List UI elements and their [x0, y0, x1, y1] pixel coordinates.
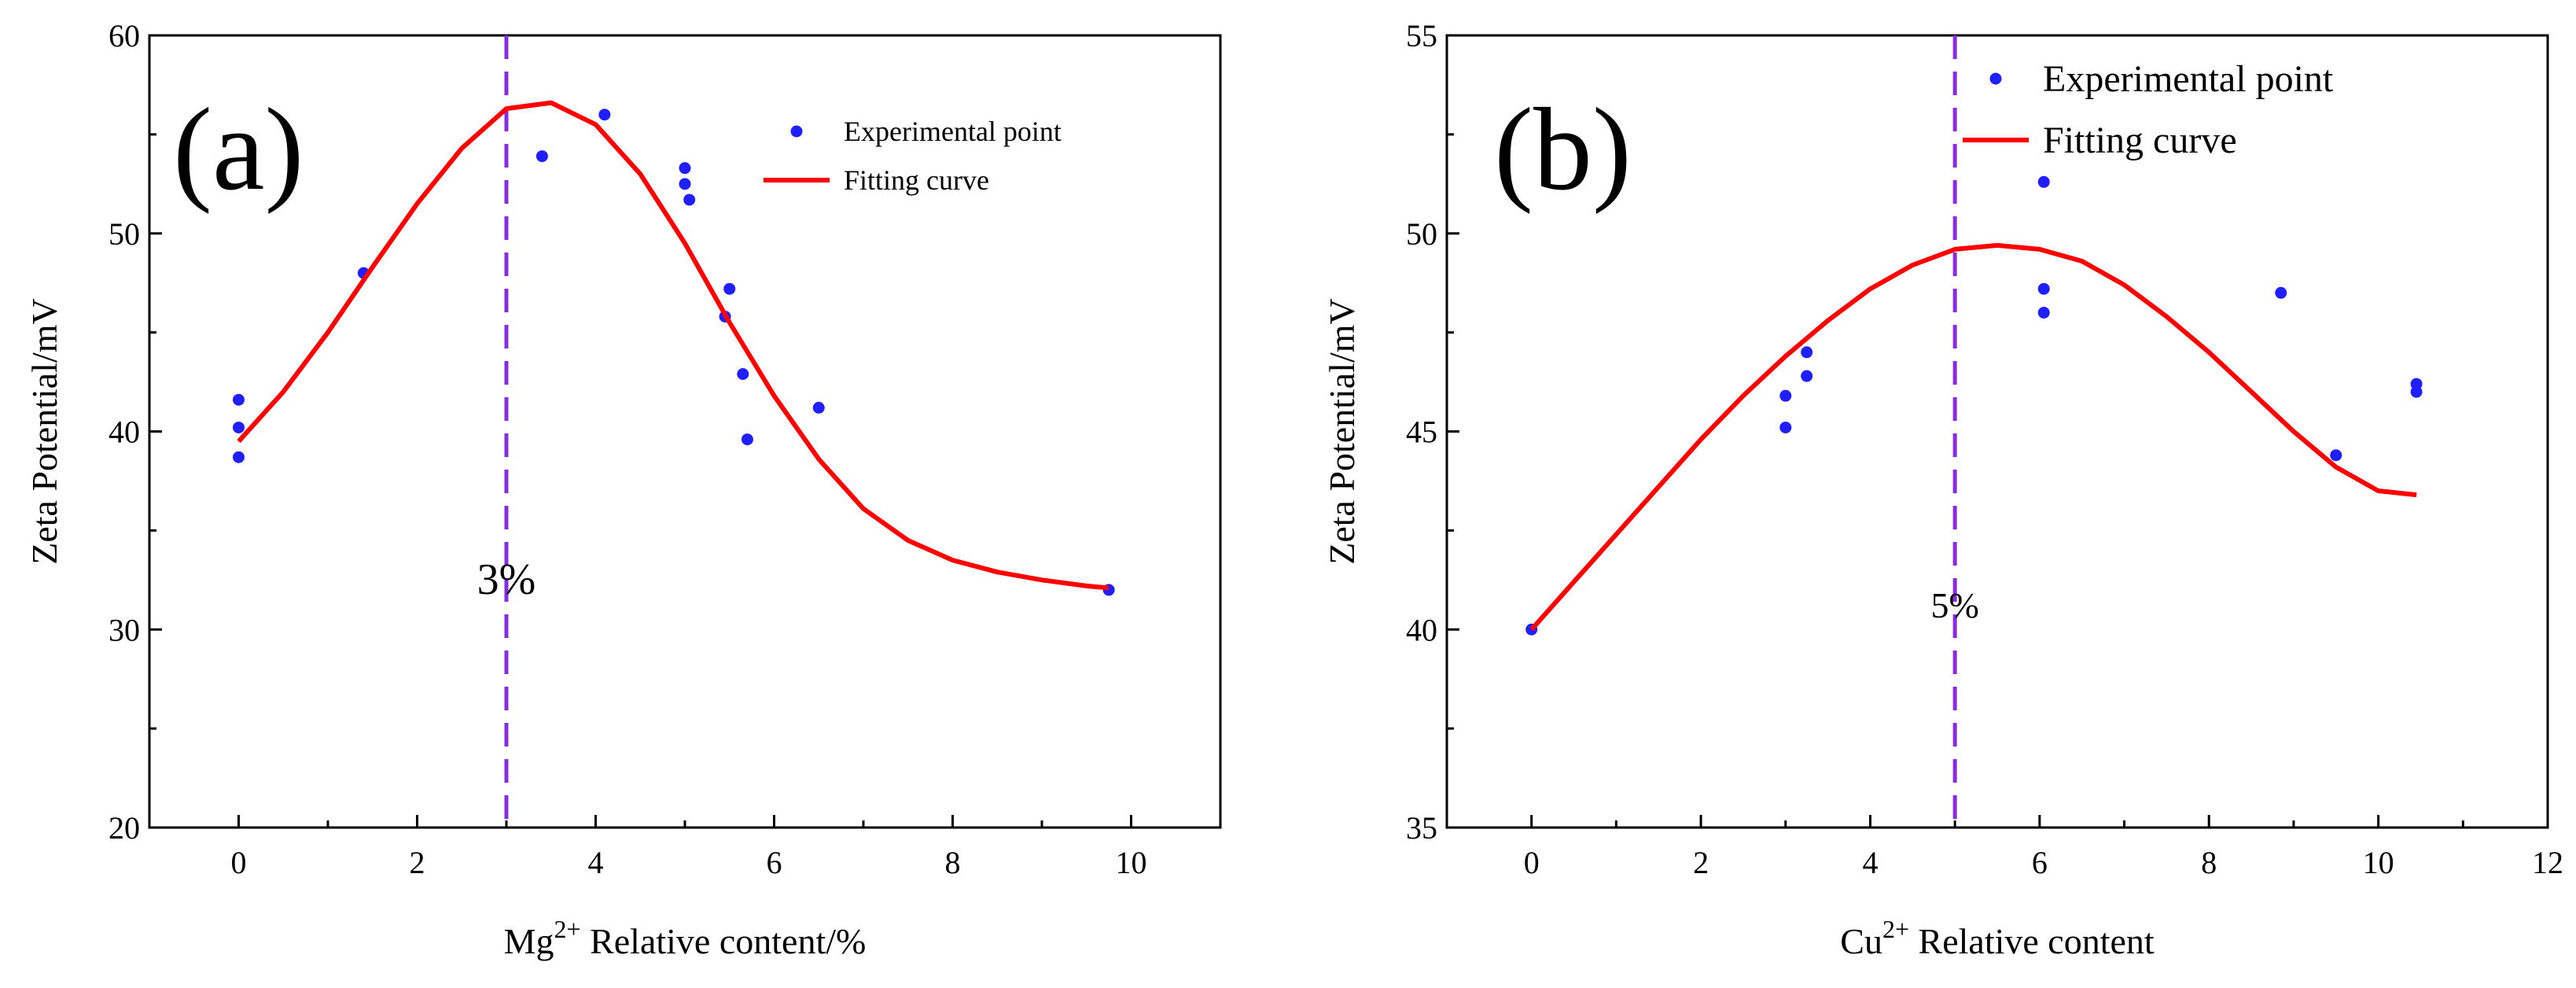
- x-axis-title-ion: Cu: [1840, 921, 1882, 961]
- x-tick-label: 10: [1116, 845, 1147, 880]
- experimental-point: [2410, 385, 2423, 398]
- experimental-point: [1801, 346, 1813, 359]
- y-tick-label: 55: [1406, 18, 1437, 53]
- experimental-point: [2037, 282, 2050, 295]
- experimental-point: [1779, 389, 1792, 402]
- x-tick-label: 6: [767, 845, 782, 880]
- x-tick-label: 6: [2032, 845, 2048, 880]
- fitting-curve-line: [1529, 242, 2417, 632]
- experimental-point: [741, 433, 753, 446]
- experimental-point: [233, 393, 245, 406]
- experimental-point: [233, 451, 245, 463]
- legend-label: Experimental point: [844, 116, 1062, 147]
- chart-panel-a: 0 2 4 6 8 10 20 30 40 50 60 Zeta Potential/mV Mg2+ R…: [24, 18, 1222, 961]
- y-tick-label: 50: [109, 216, 140, 252]
- x-axis-title-rest: Relative content/%: [581, 921, 867, 961]
- x-axis-title-ion: Mg: [504, 921, 554, 961]
- experimental-point: [812, 401, 825, 414]
- y-tick-label: 30: [109, 612, 140, 647]
- experimental-point: [1779, 421, 1792, 433]
- y-axis-title: Zeta Potential/mV: [24, 298, 64, 565]
- panel-label: (b): [1494, 84, 1632, 215]
- experimental-point: [2037, 175, 2050, 188]
- experimental-point: [683, 194, 696, 206]
- legend: Experimental point Fitting curve: [1963, 58, 2334, 161]
- x-tick-label: 10: [2363, 845, 2394, 880]
- fitting-curve-line: [237, 100, 1110, 591]
- y-tick-label: 40: [109, 415, 140, 450]
- experimental-point: [679, 178, 691, 190]
- chart-panel-b: 0 2 4 6 8 10 12 35 40 45 50 55 Zeta Potential/mV Cu2+…: [1322, 18, 2563, 961]
- y-tick-label: 20: [109, 810, 140, 846]
- plot-frame: [148, 34, 1222, 829]
- x-tick-label: 4: [588, 845, 604, 880]
- reference-annotation: 5%: [1930, 585, 1978, 625]
- x-axis-title: Cu2+ Relative content: [1840, 915, 2155, 961]
- experimental-point: [1801, 370, 1813, 382]
- y-axis-title: Zeta Potential/mV: [1322, 298, 1362, 565]
- experimental-point: [2037, 306, 2050, 319]
- y-tick-label: 60: [109, 18, 140, 53]
- experimental-point: [233, 421, 245, 433]
- reference-annotation: 3%: [477, 555, 536, 604]
- legend-label: Experimental point: [2043, 58, 2334, 100]
- y-tick-label: 40: [1406, 612, 1437, 647]
- y-tick-label: 35: [1406, 810, 1437, 846]
- x-tick-label: 8: [945, 845, 961, 880]
- x-tick-label: 8: [2201, 845, 2217, 880]
- legend: Experimental point Fitting curve: [764, 116, 1062, 196]
- x-axis-title-charge: 2+: [554, 915, 581, 943]
- x-axis-title-charge: 2+: [1882, 915, 1909, 943]
- experimental-point: [535, 150, 548, 163]
- experimental-point: [679, 162, 691, 175]
- x-tick-label: 2: [410, 845, 425, 880]
- legend-label: Fitting curve: [844, 164, 989, 196]
- x-tick-label: 12: [2532, 845, 2563, 880]
- experimental-point: [723, 282, 736, 295]
- legend-point-swatch: [1989, 72, 2002, 85]
- x-axis-title: Mg2+ Relative content/%: [504, 915, 867, 961]
- x-tick-label: 4: [1862, 845, 1878, 880]
- legend-label: Fitting curve: [2043, 120, 2237, 161]
- experimental-point: [737, 367, 749, 380]
- experimental-point: [2275, 286, 2287, 299]
- legend-point-swatch: [790, 125, 803, 138]
- experimental-point: [2330, 449, 2342, 462]
- y-tick-label: 45: [1406, 415, 1437, 450]
- panel-label: (a): [173, 84, 304, 215]
- x-tick-label: 0: [1524, 845, 1540, 880]
- experimental-point: [598, 109, 611, 121]
- x-axis-title-rest: Relative content: [1909, 921, 2155, 961]
- y-tick-label: 50: [1406, 216, 1437, 252]
- x-tick-label: 2: [1693, 845, 1709, 880]
- x-tick-label: 0: [231, 845, 247, 880]
